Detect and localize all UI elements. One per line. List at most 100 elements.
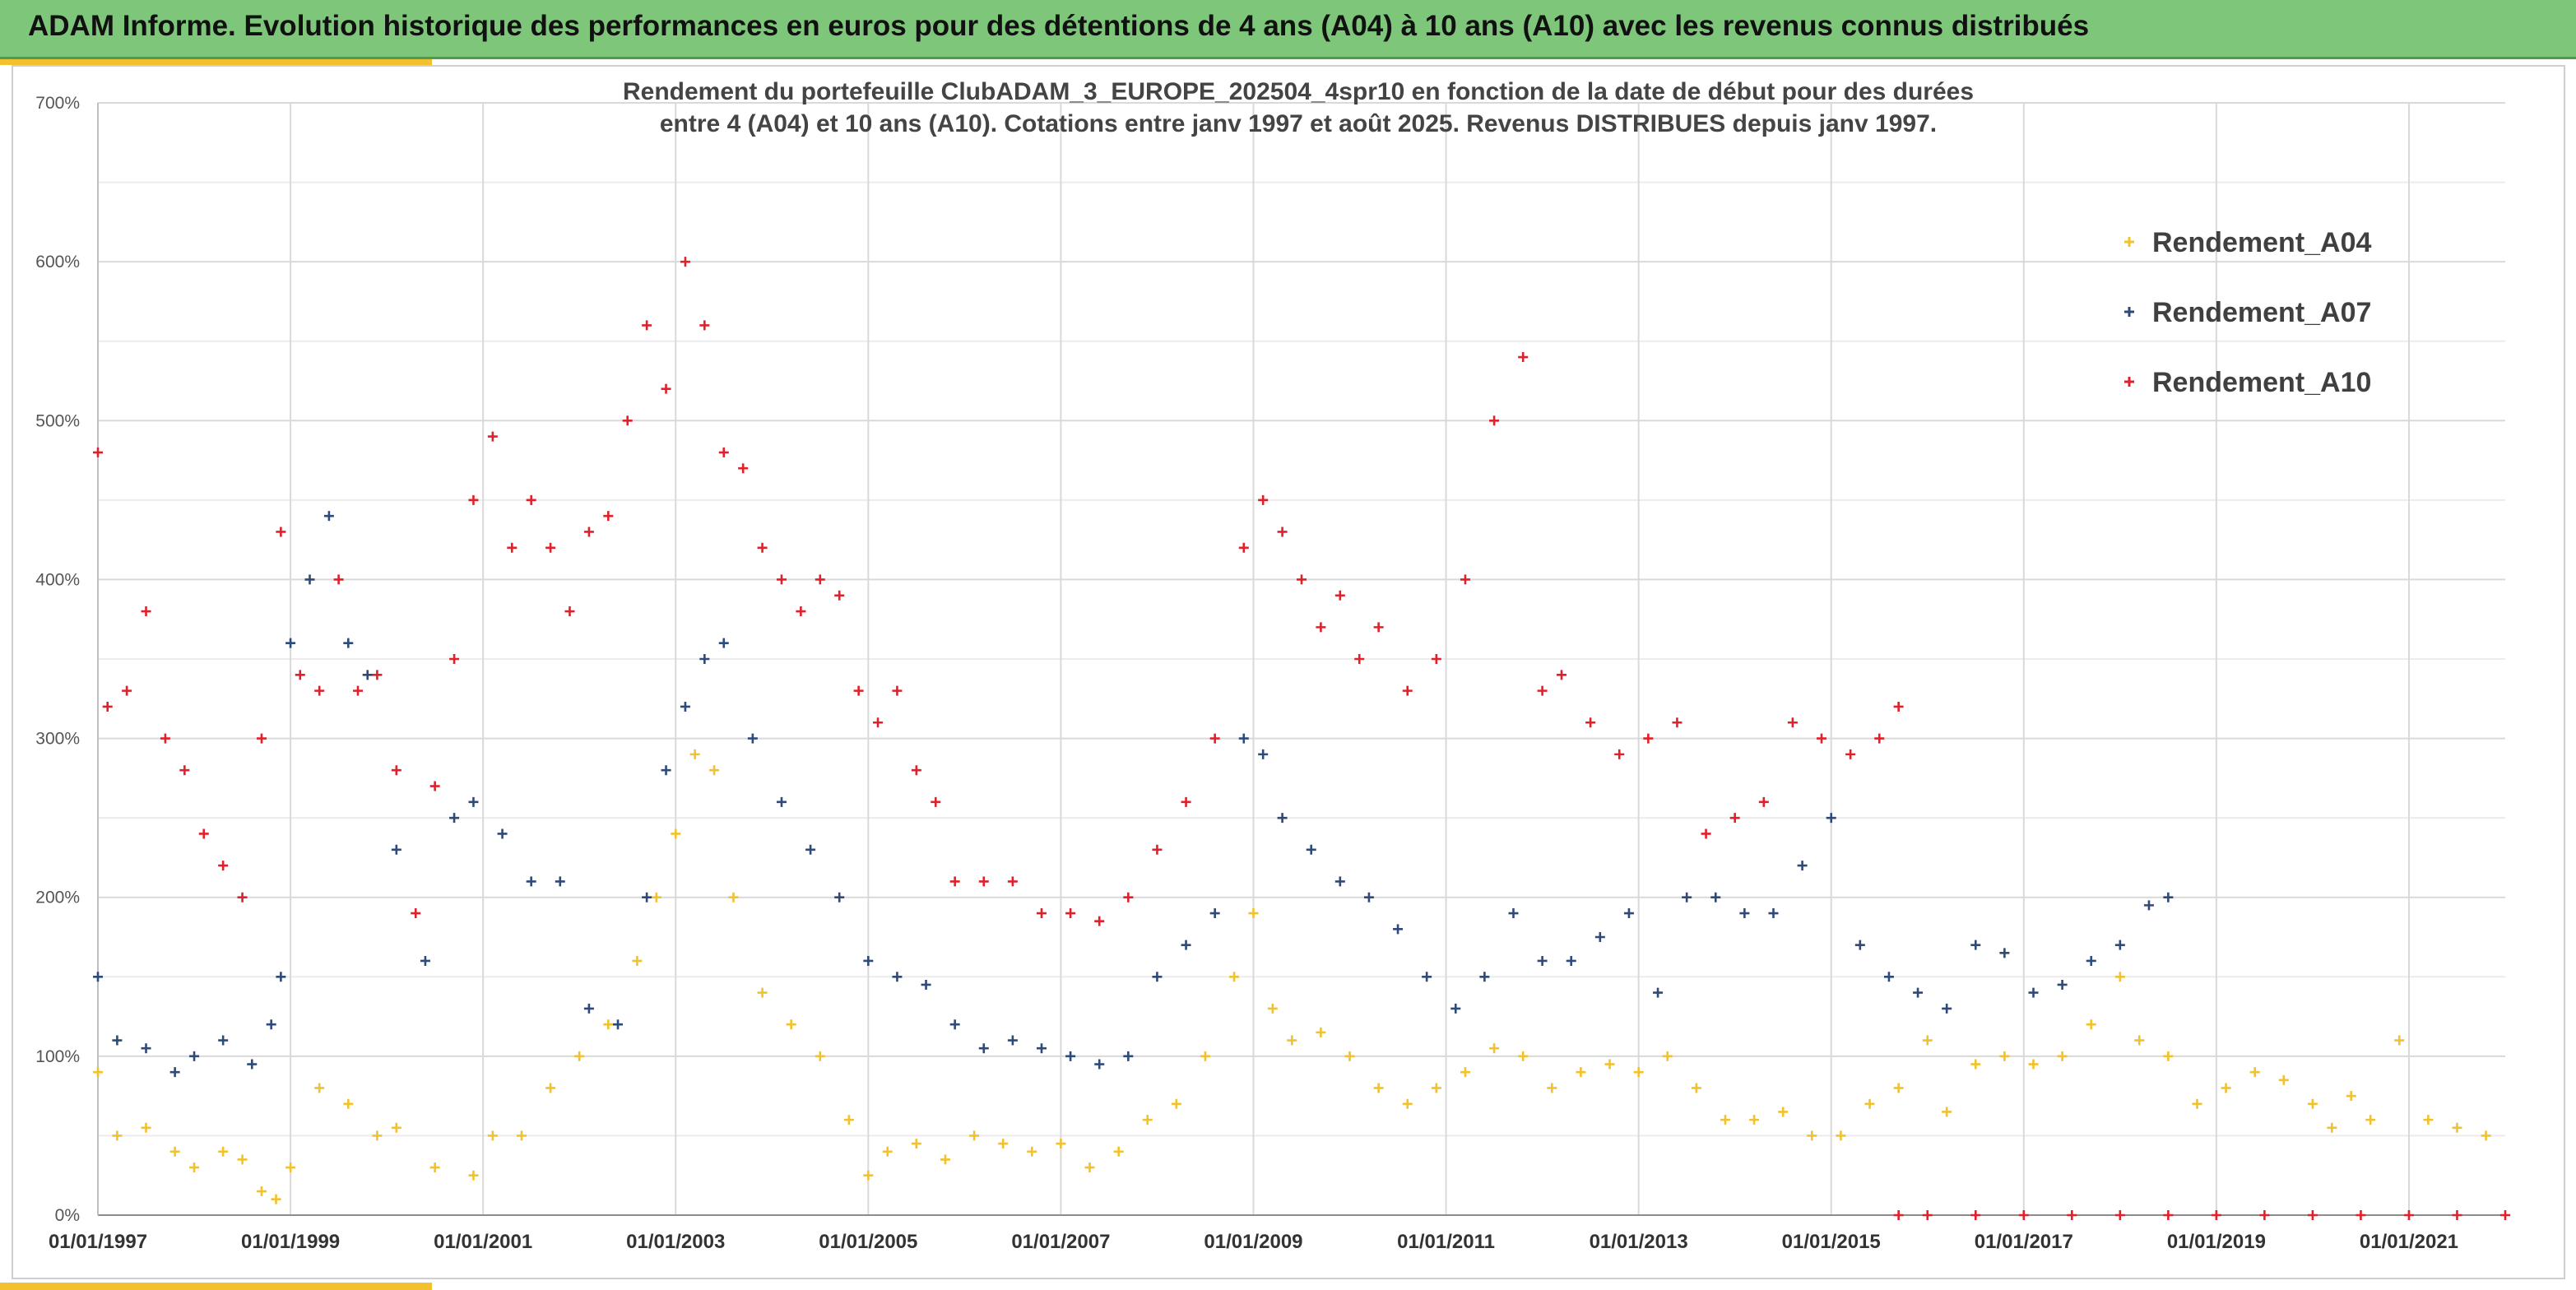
- data-point: [1209, 733, 1220, 744]
- data-point: [815, 574, 825, 585]
- legend-marker: [2124, 307, 2134, 317]
- data-point: [276, 527, 286, 537]
- data-point: [2346, 1091, 2356, 1102]
- legend: Rendement_A04 Rendement_A07 Rendement_A10: [2124, 227, 2372, 398]
- data-point: [266, 1019, 276, 1030]
- data-point: [2143, 900, 2154, 911]
- data-point: [805, 844, 816, 855]
- data-point: [882, 1146, 893, 1157]
- data-point: [1238, 542, 1249, 553]
- series-Rendement_A07: [93, 511, 2174, 1078]
- data-point: [2028, 1059, 2039, 1070]
- data-point: [343, 638, 354, 648]
- data-point: [487, 431, 498, 442]
- data-point: [1508, 908, 1519, 919]
- data-point: [1557, 670, 1567, 680]
- data-point: [1258, 749, 1269, 759]
- data-point: [1576, 1067, 1586, 1078]
- data-point: [169, 1067, 180, 1078]
- data-point: [2500, 1210, 2510, 1220]
- data-point: [2307, 1210, 2318, 1220]
- data-point: [1123, 892, 1134, 903]
- data-point: [786, 1019, 796, 1030]
- data-point: [689, 749, 700, 759]
- data-point: [1999, 1051, 2010, 1061]
- data-point: [545, 542, 556, 553]
- x-tick-label: 01/01/2021: [2360, 1231, 2458, 1253]
- data-point: [218, 1146, 229, 1157]
- x-tick-label: 01/01/2017: [1975, 1231, 2073, 1253]
- data-point: [1758, 796, 1769, 807]
- data-point: [642, 320, 652, 331]
- grid-layer: [97, 102, 2505, 1216]
- data-point: [1402, 1098, 1413, 1109]
- series-Rendement_A10: [93, 257, 1904, 926]
- data-point: [2452, 1210, 2462, 1220]
- data-point: [1334, 590, 1345, 601]
- legend-label: Rendement_A07: [2152, 297, 2371, 328]
- data-point: [1422, 972, 1432, 982]
- data-point: [1817, 733, 1827, 744]
- data-point: [680, 257, 690, 267]
- data-point: [738, 463, 749, 474]
- data-point: [661, 765, 671, 776]
- data-point: [237, 1154, 248, 1165]
- data-point: [1922, 1210, 1933, 1220]
- data-point: [728, 892, 739, 903]
- data-point: [2307, 1098, 2318, 1109]
- data-point: [1344, 1051, 1355, 1061]
- data-point: [555, 876, 565, 887]
- data-point: [218, 861, 229, 871]
- data-point: [141, 606, 151, 617]
- x-tick-label: 01/01/2019: [2167, 1231, 2266, 1253]
- data-point: [969, 1130, 980, 1141]
- data-point: [1373, 622, 1384, 633]
- data-point: [362, 670, 373, 680]
- data-point: [323, 511, 334, 522]
- data-point: [497, 828, 508, 839]
- data-point: [1152, 844, 1163, 855]
- data-point: [1084, 1162, 1095, 1173]
- data-point: [2452, 1122, 2462, 1133]
- data-point: [285, 638, 296, 648]
- data-point: [863, 1170, 874, 1181]
- data-point: [642, 892, 652, 903]
- data-point: [285, 1162, 296, 1173]
- data-point: [699, 654, 710, 664]
- data-point: [1893, 1210, 1904, 1220]
- y-tick-label: 200%: [35, 889, 80, 907]
- data-point: [1614, 749, 1625, 759]
- data-point: [583, 527, 594, 537]
- data-point: [1489, 415, 1500, 426]
- data-point: [1316, 622, 1326, 633]
- x-tick-label: 01/01/2009: [1204, 1231, 1302, 1253]
- data-point: [2134, 1035, 2145, 1046]
- data-point: [468, 796, 479, 807]
- data-point: [1248, 908, 1259, 919]
- data-point: [198, 828, 209, 839]
- data-point: [179, 765, 190, 776]
- data-point: [834, 590, 845, 601]
- data-point: [1623, 908, 1634, 919]
- data-point: [2018, 1210, 2029, 1220]
- data-point: [1460, 574, 1470, 585]
- data-point: [2356, 1210, 2366, 1220]
- data-point: [603, 1019, 614, 1030]
- data-point: [1682, 892, 1692, 903]
- data-point: [1363, 892, 1374, 903]
- y-tick-label: 400%: [35, 570, 80, 589]
- accent-bar-top: [0, 59, 432, 65]
- data-point: [1393, 924, 1404, 935]
- data-point: [1547, 1083, 1557, 1093]
- data-point: [1181, 796, 1191, 807]
- data-point: [834, 892, 845, 903]
- data-point: [314, 685, 325, 696]
- data-point: [1768, 908, 1779, 919]
- data-point: [2086, 955, 2096, 966]
- data-point: [1200, 1051, 1210, 1061]
- data-point: [1874, 733, 1885, 744]
- data-point: [122, 685, 132, 696]
- data-point: [1893, 1083, 1904, 1093]
- data-point: [911, 1139, 921, 1149]
